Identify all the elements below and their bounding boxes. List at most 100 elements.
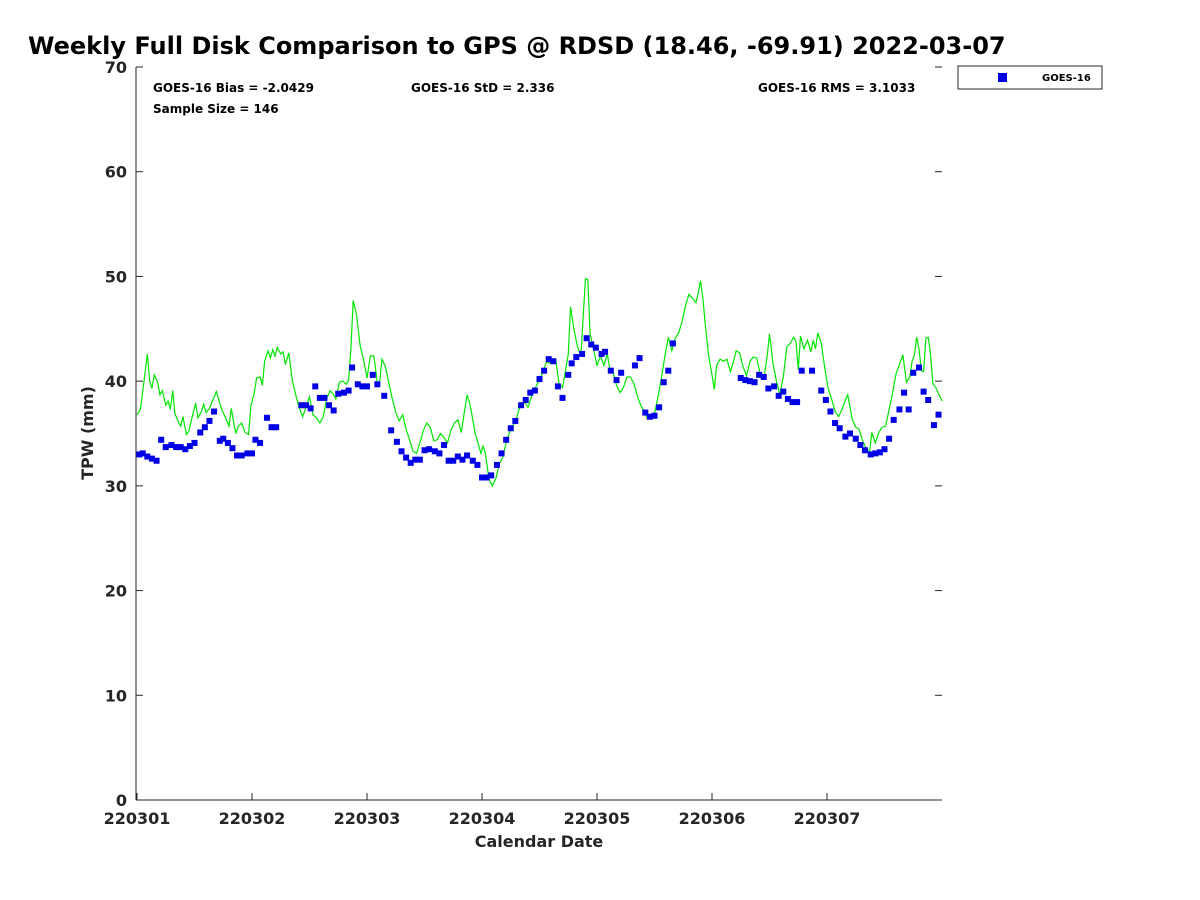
goes-16-point xyxy=(905,406,912,413)
goes-16-point xyxy=(341,389,347,396)
goes-16-point xyxy=(148,455,155,462)
goes-16-point xyxy=(876,449,883,456)
goes-16-point xyxy=(598,350,605,357)
goes-16-point xyxy=(760,373,767,380)
y-tick-label: 0 xyxy=(116,791,127,810)
goes-16-point xyxy=(618,369,625,376)
goes-16-point xyxy=(503,436,510,443)
goes-16-point xyxy=(436,450,443,457)
goes-16-point xyxy=(158,436,165,443)
goes-16-point xyxy=(541,367,548,374)
goes-16-point xyxy=(459,456,466,463)
goes-16-point xyxy=(493,461,500,468)
goes-16-point xyxy=(527,389,534,396)
goes-16-point xyxy=(359,383,366,390)
goes-16-point xyxy=(881,446,888,453)
goes-16-point xyxy=(216,437,223,444)
goes-16-point xyxy=(583,335,590,342)
goes-16-point xyxy=(771,383,778,390)
goes-16-point xyxy=(177,444,184,451)
goes-16-point xyxy=(588,341,595,348)
goes-16-point xyxy=(312,383,319,390)
goes-16-point xyxy=(857,442,864,449)
goes-16-point xyxy=(244,450,251,457)
goes-16-point xyxy=(268,424,275,431)
goes-16-point xyxy=(168,442,175,449)
goes-16-point xyxy=(445,457,452,464)
goes-16-point xyxy=(613,377,620,384)
goes-16-point xyxy=(498,450,505,457)
goes-16-point xyxy=(201,424,208,431)
goes-16-point xyxy=(298,402,305,409)
legend-marker-goes-16 xyxy=(998,73,1007,82)
goes-16-point xyxy=(842,433,849,440)
goes-16-point xyxy=(665,367,672,374)
goes-16-point xyxy=(407,459,414,466)
goes-16-point xyxy=(531,387,538,394)
stat-sample-size: Sample Size = 146 xyxy=(153,102,279,116)
goes-16-point xyxy=(220,435,227,442)
goes-16-point xyxy=(867,451,874,458)
goes-16-point xyxy=(916,364,922,371)
goes-16-point xyxy=(656,404,663,411)
goes-16-point xyxy=(252,436,259,443)
stat-bias: GOES-16 Bias = -2.0429 xyxy=(153,81,314,95)
goes-16-point xyxy=(349,364,356,371)
goes-16-point xyxy=(388,427,395,434)
goes-16-point xyxy=(454,453,461,460)
stat-rms: GOES-16 RMS = 3.1033 xyxy=(758,81,915,95)
goes-16-point xyxy=(507,425,514,432)
goes-16-point xyxy=(229,445,236,452)
goes-16-point xyxy=(925,396,932,403)
y-tick-label: 60 xyxy=(105,163,127,182)
goes-16-point xyxy=(249,450,255,457)
goes-16-point xyxy=(345,387,352,394)
goes-16-point xyxy=(316,394,323,401)
goes-16-point xyxy=(827,408,834,415)
goes-16-point xyxy=(381,392,388,399)
goes-16-point xyxy=(852,435,859,442)
goes-16-point xyxy=(775,392,782,399)
goes-16-point xyxy=(431,448,438,455)
goes-16-point xyxy=(364,383,370,390)
goes-16-point xyxy=(896,406,903,413)
goes-16-point xyxy=(441,442,448,449)
goes-16-point xyxy=(469,457,476,464)
goes-16-point xyxy=(450,457,457,464)
goes-16-point xyxy=(794,399,801,406)
goes-16-point xyxy=(550,358,557,365)
goes-16-point xyxy=(565,371,572,378)
y-axis-ticks: 0 10 20 30 40 50 60 70 xyxy=(105,58,942,810)
goes-16-point xyxy=(737,375,744,382)
goes-16-point xyxy=(646,413,653,420)
goes-16-point xyxy=(416,456,423,463)
goes-16-point xyxy=(483,474,490,481)
x-tick-label: 220305 xyxy=(564,809,631,828)
plot-area: 0 10 20 30 40 50 60 70 220301 220302 220303 220304… xyxy=(104,58,943,828)
goes-16-point xyxy=(742,377,749,384)
goes-16-point xyxy=(474,461,481,468)
goes-16-point xyxy=(197,429,204,436)
goes-16-point xyxy=(818,387,825,394)
y-tick-label: 30 xyxy=(105,477,127,496)
goes-16-point xyxy=(631,362,638,369)
goes-16-point xyxy=(636,355,643,362)
goes-16-point xyxy=(426,446,433,453)
legend: GOES-16 xyxy=(957,65,1103,90)
goes-16-point xyxy=(522,396,529,403)
y-tick-label: 70 xyxy=(105,58,127,77)
goes-16-point xyxy=(330,407,337,414)
goes-16-point xyxy=(910,369,917,376)
goes-16-point xyxy=(162,444,169,451)
goes-16-point xyxy=(335,390,342,397)
goes-16-point xyxy=(257,439,264,446)
x-tick-label: 220307 xyxy=(794,809,861,828)
goes-16-point xyxy=(412,456,419,463)
goes-16-point xyxy=(153,457,160,464)
x-tick-label: 220301 xyxy=(104,809,171,828)
goes-16-point xyxy=(398,448,405,455)
goes-16-point xyxy=(393,438,400,445)
goes-16-point xyxy=(144,453,151,460)
legend-box xyxy=(957,65,1103,90)
